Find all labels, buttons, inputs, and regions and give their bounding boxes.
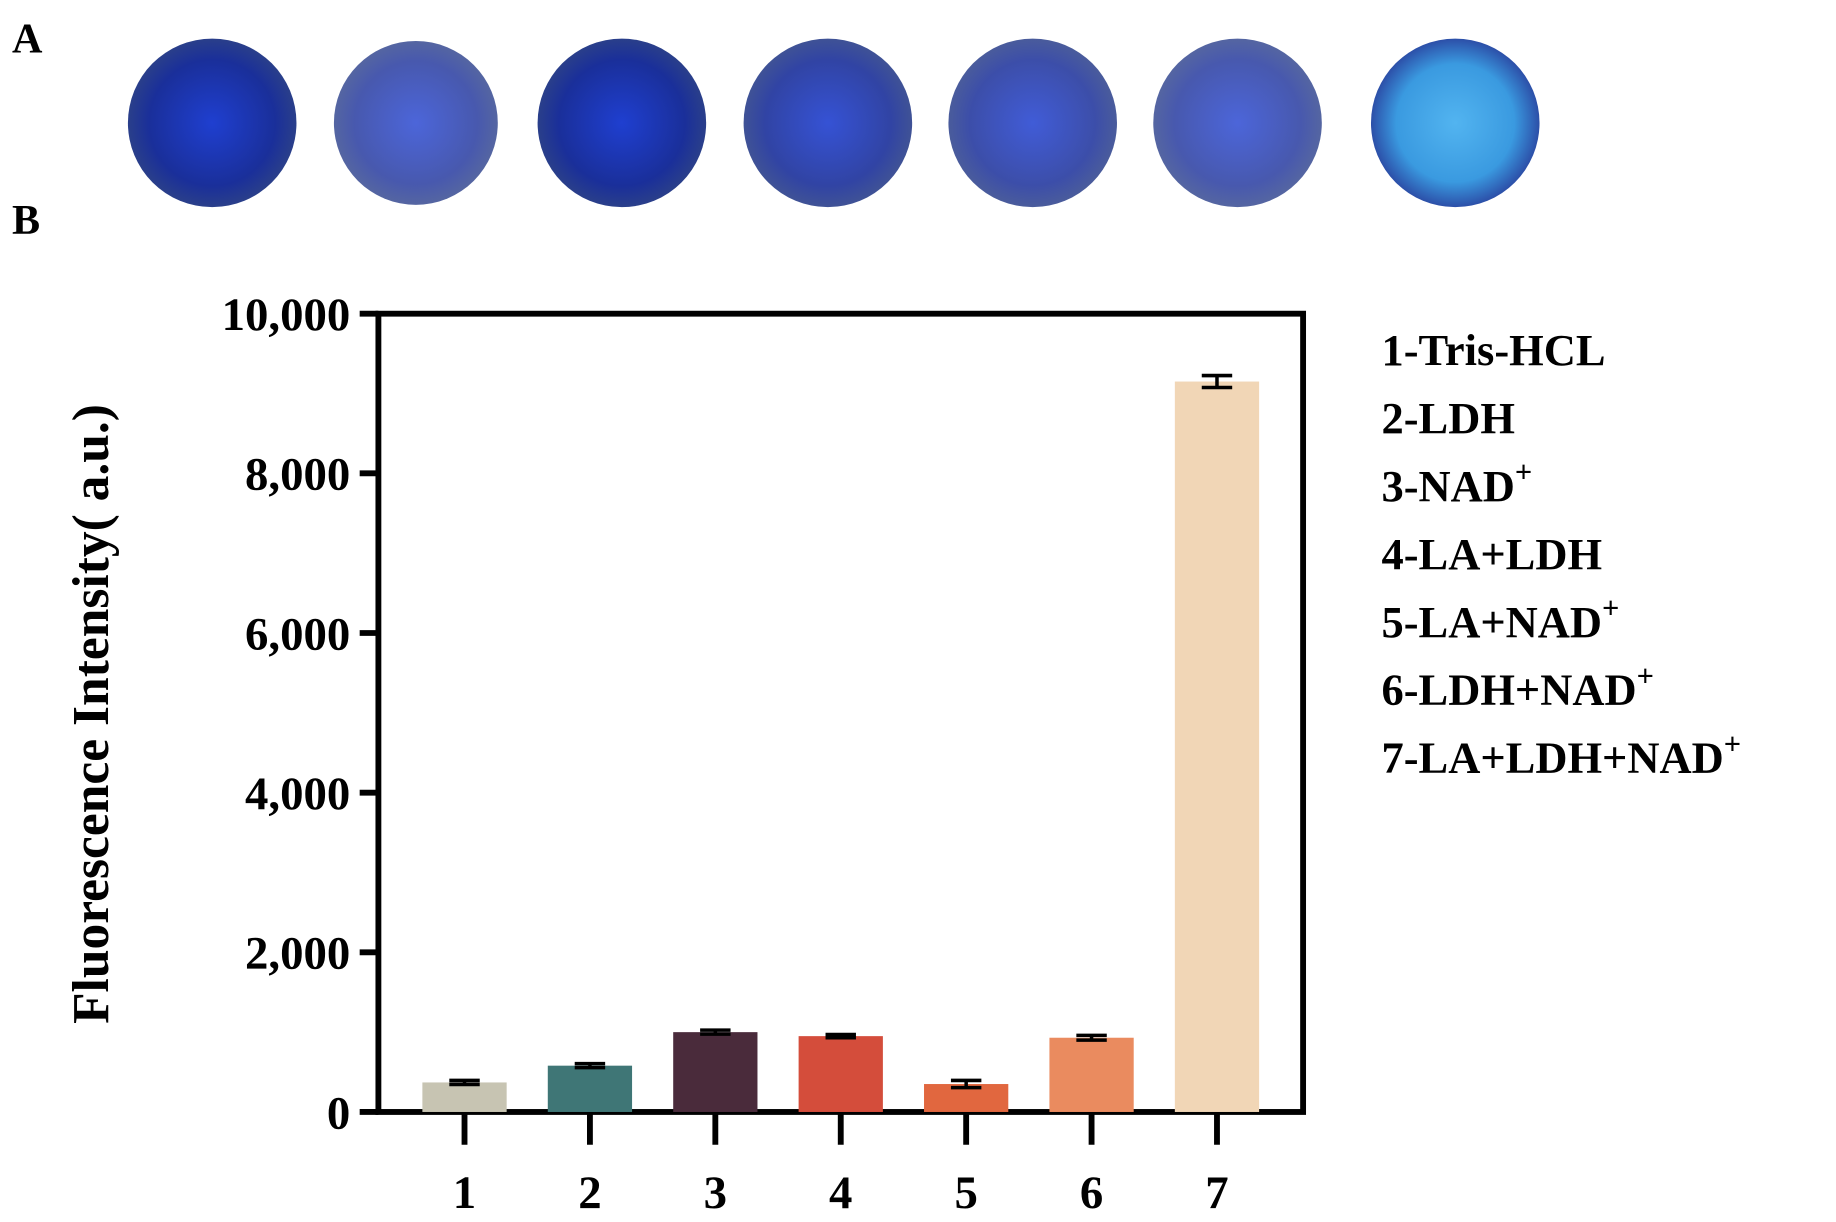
y-tick-label: 8,000 [245,449,350,501]
bar [422,1082,507,1112]
legend-text: 7-LA+LDH+NAD [1382,733,1724,783]
x-tick-label: 7 [1205,1167,1228,1219]
well [333,40,498,205]
y-axis-label: Fluorescence Intensity( a.u.) [63,404,120,1024]
well [948,38,1117,208]
legend-entry: 5-LA+NAD+ [1382,591,1620,647]
legend-sup: + [1602,591,1619,625]
bar [798,1036,883,1112]
legend-entry: 6-LDH+NAD+ [1382,659,1654,715]
plot-frame [375,310,1307,1115]
bar [547,1065,633,1112]
well [1370,38,1540,208]
bar [1049,1037,1134,1112]
legend-entry: 4-LA+LDH [1382,529,1603,579]
error-bar [1076,1033,1107,1042]
error-bar [950,1078,982,1090]
legend-text: 2-LDH [1382,393,1515,443]
legend-text: 3-NAD [1382,461,1515,511]
x-tick-label: 6 [1080,1167,1103,1219]
y-tick-label: 2,000 [245,928,350,980]
error-bar [700,1028,731,1036]
legend-text: 1-Tris-HCL [1382,325,1606,375]
y-tick-label: 4,000 [245,768,350,820]
y-tick-label: 10,000 [222,289,351,341]
legend-entry: 2-LDH [1382,393,1515,443]
well [743,38,913,208]
legend-text: 4-LA+LDH [1382,529,1603,579]
y-tick-label: 0 [327,1087,350,1139]
panel-label: B [12,197,40,244]
legend-entry: 1-Tris-HCL [1382,325,1606,375]
error-bar [449,1078,480,1087]
legend-sup: + [1515,455,1532,489]
legend-text: 5-LA+NAD [1382,597,1603,647]
x-tick-label: 4 [829,1167,852,1219]
x-tick-label: 2 [578,1167,601,1219]
error-bar [825,1032,856,1040]
x-tick-label: 1 [453,1167,476,1219]
photo-wells [127,38,1540,208]
error-bar [574,1061,606,1070]
legend-entry: 3-NAD+ [1382,455,1533,511]
legend-sup: + [1724,727,1741,761]
well [127,38,297,208]
error-bar [1201,373,1233,390]
legend-entry: 7-LA+LDH+NAD+ [1382,727,1742,783]
x-tick-label: 3 [704,1167,727,1219]
legend-text: 6-LDH+NAD [1382,665,1637,715]
y-tick-label: 6,000 [245,608,350,660]
bar [673,1032,758,1112]
panel-label: A [12,16,43,63]
well [537,38,707,208]
bar [1174,381,1260,1112]
x-tick-label: 5 [954,1167,977,1219]
well [1153,38,1322,208]
legend-sup: + [1637,659,1654,693]
